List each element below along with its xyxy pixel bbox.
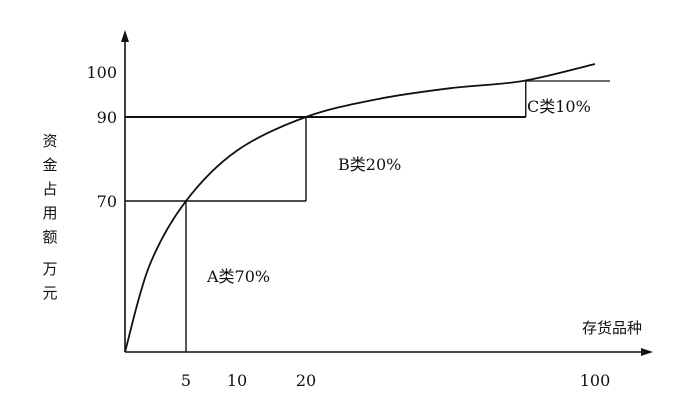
y-tick-label: 100: [86, 63, 117, 82]
y-axis-title: 资金占用额: [42, 132, 57, 246]
y-tick-labels: 70 90 100: [86, 63, 117, 211]
class-label: A类70%: [206, 267, 270, 286]
y-axis-unit: 万元: [42, 260, 57, 302]
x-axis-arrow: [641, 348, 653, 356]
y-tick-label: 90: [97, 108, 117, 127]
class-label: C类10%: [527, 97, 591, 116]
cumulative-curve: [124, 63, 596, 353]
x-tick-label: 5: [181, 371, 191, 390]
x-tick-labels: 5 10 20 100: [181, 371, 610, 390]
class-segment-lines: [125, 80, 610, 352]
y-axis-arrow: [121, 30, 129, 42]
x-tick-label: 100: [580, 371, 611, 390]
y-axis-title-text: 资金占用额: [42, 132, 57, 246]
y-axis-unit-text: 万元: [42, 260, 57, 302]
class-label: B类20%: [338, 155, 401, 174]
x-tick-label: 20: [296, 371, 316, 390]
x-tick-label: 10: [227, 371, 247, 390]
class-annotations: A类70% B类20% C类10%: [206, 97, 591, 286]
x-axis-title: 存货品种: [582, 319, 642, 337]
y-tick-label: 70: [97, 192, 117, 211]
